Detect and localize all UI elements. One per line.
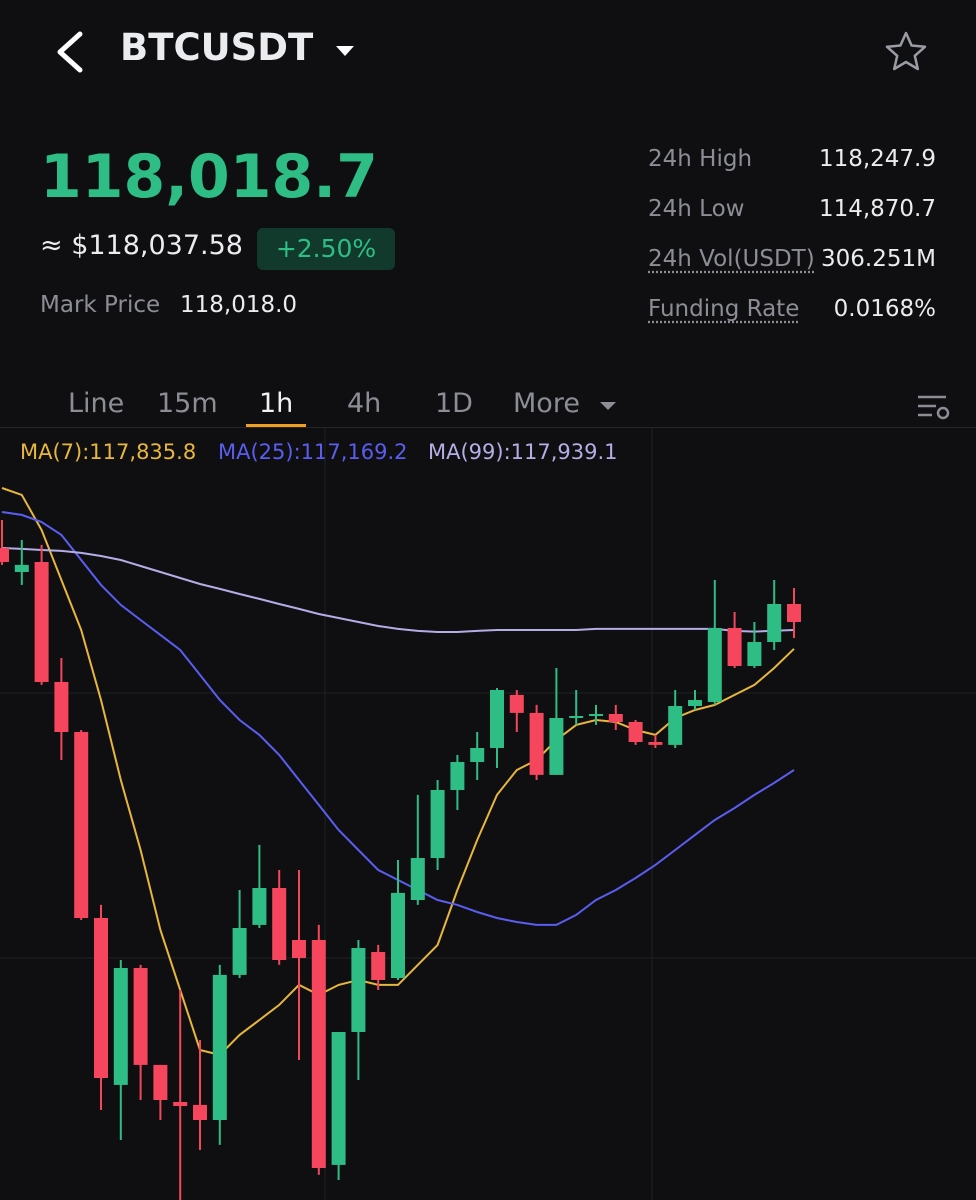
candle-body: [569, 716, 584, 718]
interval-tab[interactable]: 15m: [157, 388, 218, 419]
candle-body: [34, 562, 49, 682]
chart-settings[interactable]: [916, 392, 952, 422]
interval-tab[interactable]: More: [513, 388, 580, 419]
stat-label[interactable]: Funding Rate: [648, 296, 800, 322]
change-badge: +2.50%: [257, 228, 395, 270]
candle-body: [707, 628, 722, 702]
candle-body: [668, 706, 683, 745]
candle-body: [688, 700, 702, 706]
mark-price-label: Mark Price: [40, 292, 161, 318]
candle-body: [529, 712, 544, 775]
candle-body: [371, 952, 386, 980]
candle-body: [252, 888, 267, 925]
interval-tab[interactable]: 1D: [435, 388, 473, 419]
candle-chart: [0, 428, 976, 1200]
candle-body: [292, 940, 306, 958]
symbol-dropdown[interactable]: [334, 44, 356, 58]
candle-body: [0, 548, 9, 562]
candle-body: [94, 918, 108, 1078]
usd-price: ≈ $118,037.58: [40, 230, 243, 261]
interval-tab[interactable]: 4h: [347, 388, 382, 419]
favorite-star[interactable]: [884, 30, 928, 74]
candle-body: [173, 1102, 188, 1106]
candle-body: [430, 790, 445, 858]
candle-body: [74, 732, 89, 918]
more-dropdown[interactable]: [597, 400, 619, 412]
candle-body: [747, 642, 762, 666]
mark-price-value: 118,018.0: [180, 292, 298, 318]
candle-body: [509, 694, 524, 713]
candle-body: [450, 762, 465, 790]
candle-body: [490, 690, 504, 748]
stat-label: 24h Low: [648, 196, 745, 222]
candle-body: [727, 628, 742, 666]
back-button[interactable]: [52, 30, 88, 74]
symbol[interactable]: BTCUSDT: [120, 26, 314, 69]
candle-body: [608, 714, 623, 722]
interval-tab[interactable]: 1h: [259, 388, 294, 419]
candle-body: [14, 564, 29, 572]
candle-body: [54, 682, 69, 732]
candle-body: [589, 714, 603, 716]
active-tab-underline: [246, 424, 306, 427]
candle-body: [331, 1032, 346, 1165]
ma-legend-item: MA(25):117,169.2: [218, 440, 408, 464]
candle-body: [212, 974, 227, 1120]
candle-body: [767, 604, 782, 642]
candle-body: [311, 940, 326, 1168]
last-price: 118,018.7: [40, 142, 378, 212]
ma-line: [1, 547, 795, 633]
stat-value: 118,247.9: [818, 146, 936, 172]
stat-label[interactable]: 24h Vol(USDT): [648, 246, 815, 272]
candle-body: [133, 968, 148, 1065]
candle-body: [470, 748, 485, 762]
stat-value: 0.0168%: [833, 296, 936, 322]
candle-body: [351, 948, 366, 1032]
candle-body: [648, 742, 663, 745]
candle-body: [193, 1104, 207, 1120]
candle-body: [391, 892, 405, 978]
ma-line: [1, 487, 795, 1057]
ma-legend-item: MA(7):117,835.8: [20, 440, 197, 464]
divider: [0, 427, 976, 428]
candle-body: [628, 722, 643, 742]
candle-body: [410, 858, 425, 900]
interval-tab[interactable]: Line: [68, 388, 125, 419]
ma-legend-item: MA(99):117,939.1: [428, 440, 618, 464]
stat-value: 306.251M: [821, 246, 936, 272]
candle-body: [787, 604, 801, 622]
stat-value: 114,870.7: [818, 196, 936, 222]
candle-body: [113, 968, 128, 1085]
candle-body: [153, 1064, 168, 1100]
candle-body: [272, 888, 287, 960]
candle-body: [549, 718, 564, 775]
stat-label: 24h High: [648, 146, 753, 172]
candle-body: [232, 928, 247, 975]
